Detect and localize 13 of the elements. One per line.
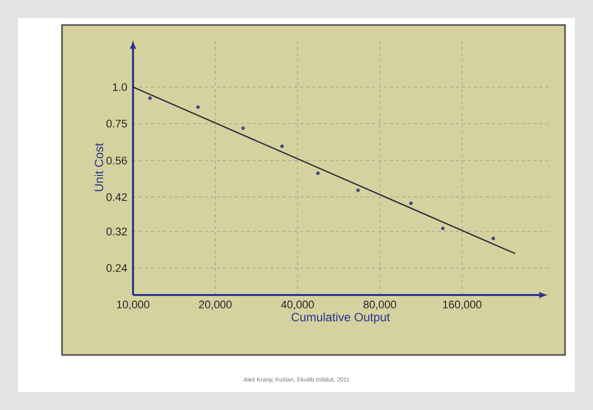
- x-tick-label: 160,000: [443, 300, 482, 310]
- y-tick-label: 0.32: [106, 228, 127, 236]
- y-tick-label: 1.0: [112, 83, 127, 91]
- x-tick-label: 20,000: [199, 300, 232, 310]
- y-tick-label: 0.42: [106, 193, 127, 201]
- y-tick-label: 0.75: [106, 120, 127, 128]
- x-axis-title: Cumulative Output: [292, 312, 390, 324]
- x-tick-label: 10,000: [117, 300, 150, 310]
- x-tick-label: 80,000: [364, 300, 396, 310]
- x-tick-label: 40,000: [281, 300, 314, 310]
- y-tick-label: 0.56: [106, 156, 127, 164]
- y-axis-title: Unit Cost: [94, 143, 104, 192]
- y-tick-label: 0.24: [106, 264, 128, 272]
